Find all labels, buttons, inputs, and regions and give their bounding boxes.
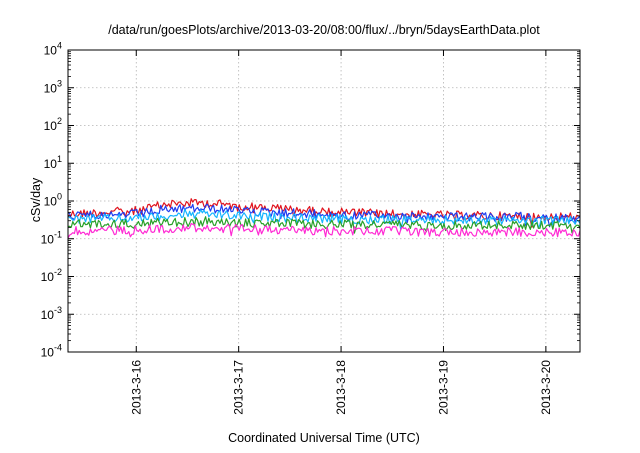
series-line <box>67 208 581 231</box>
y-tick-label: 101 <box>44 154 62 171</box>
x-axis-label: Coordinated Universal Time (UTC) <box>228 431 420 445</box>
y-tick-label: 103 <box>44 78 62 95</box>
y-tick-label: 102 <box>44 116 62 133</box>
y-axis-label: cSv/day <box>29 177 43 222</box>
grid <box>68 50 580 352</box>
y-tick-label: 10-4 <box>41 343 62 360</box>
y-tick-label: 104 <box>44 41 62 58</box>
series-line <box>67 216 581 234</box>
series-line <box>67 223 581 239</box>
y-tick-label: 10-1 <box>41 229 62 246</box>
x-tick-label: 2013-3-20 <box>539 360 553 415</box>
y-tick-label: 10-3 <box>41 305 62 322</box>
y-tick-label: 10-2 <box>41 267 62 284</box>
x-tick-label: 2013-3-18 <box>334 360 348 415</box>
chart-title: /data/run/goesPlots/archive/2013-03-20/0… <box>108 23 540 37</box>
y-ticks: 10-4 10-3 10-2 10-1 100 101 102 103 104 <box>41 41 580 360</box>
x-tick-label: 2013-3-19 <box>436 360 450 415</box>
series-group <box>67 198 581 239</box>
x-ticks: 2013-3-16 2013-3-17 2013-3-18 2013-3-19 2013… <box>129 50 553 415</box>
y-tick-label: 100 <box>44 192 62 209</box>
x-tick-label: 2013-3-17 <box>232 360 246 415</box>
x-tick-label: 2013-3-16 <box>129 360 143 415</box>
